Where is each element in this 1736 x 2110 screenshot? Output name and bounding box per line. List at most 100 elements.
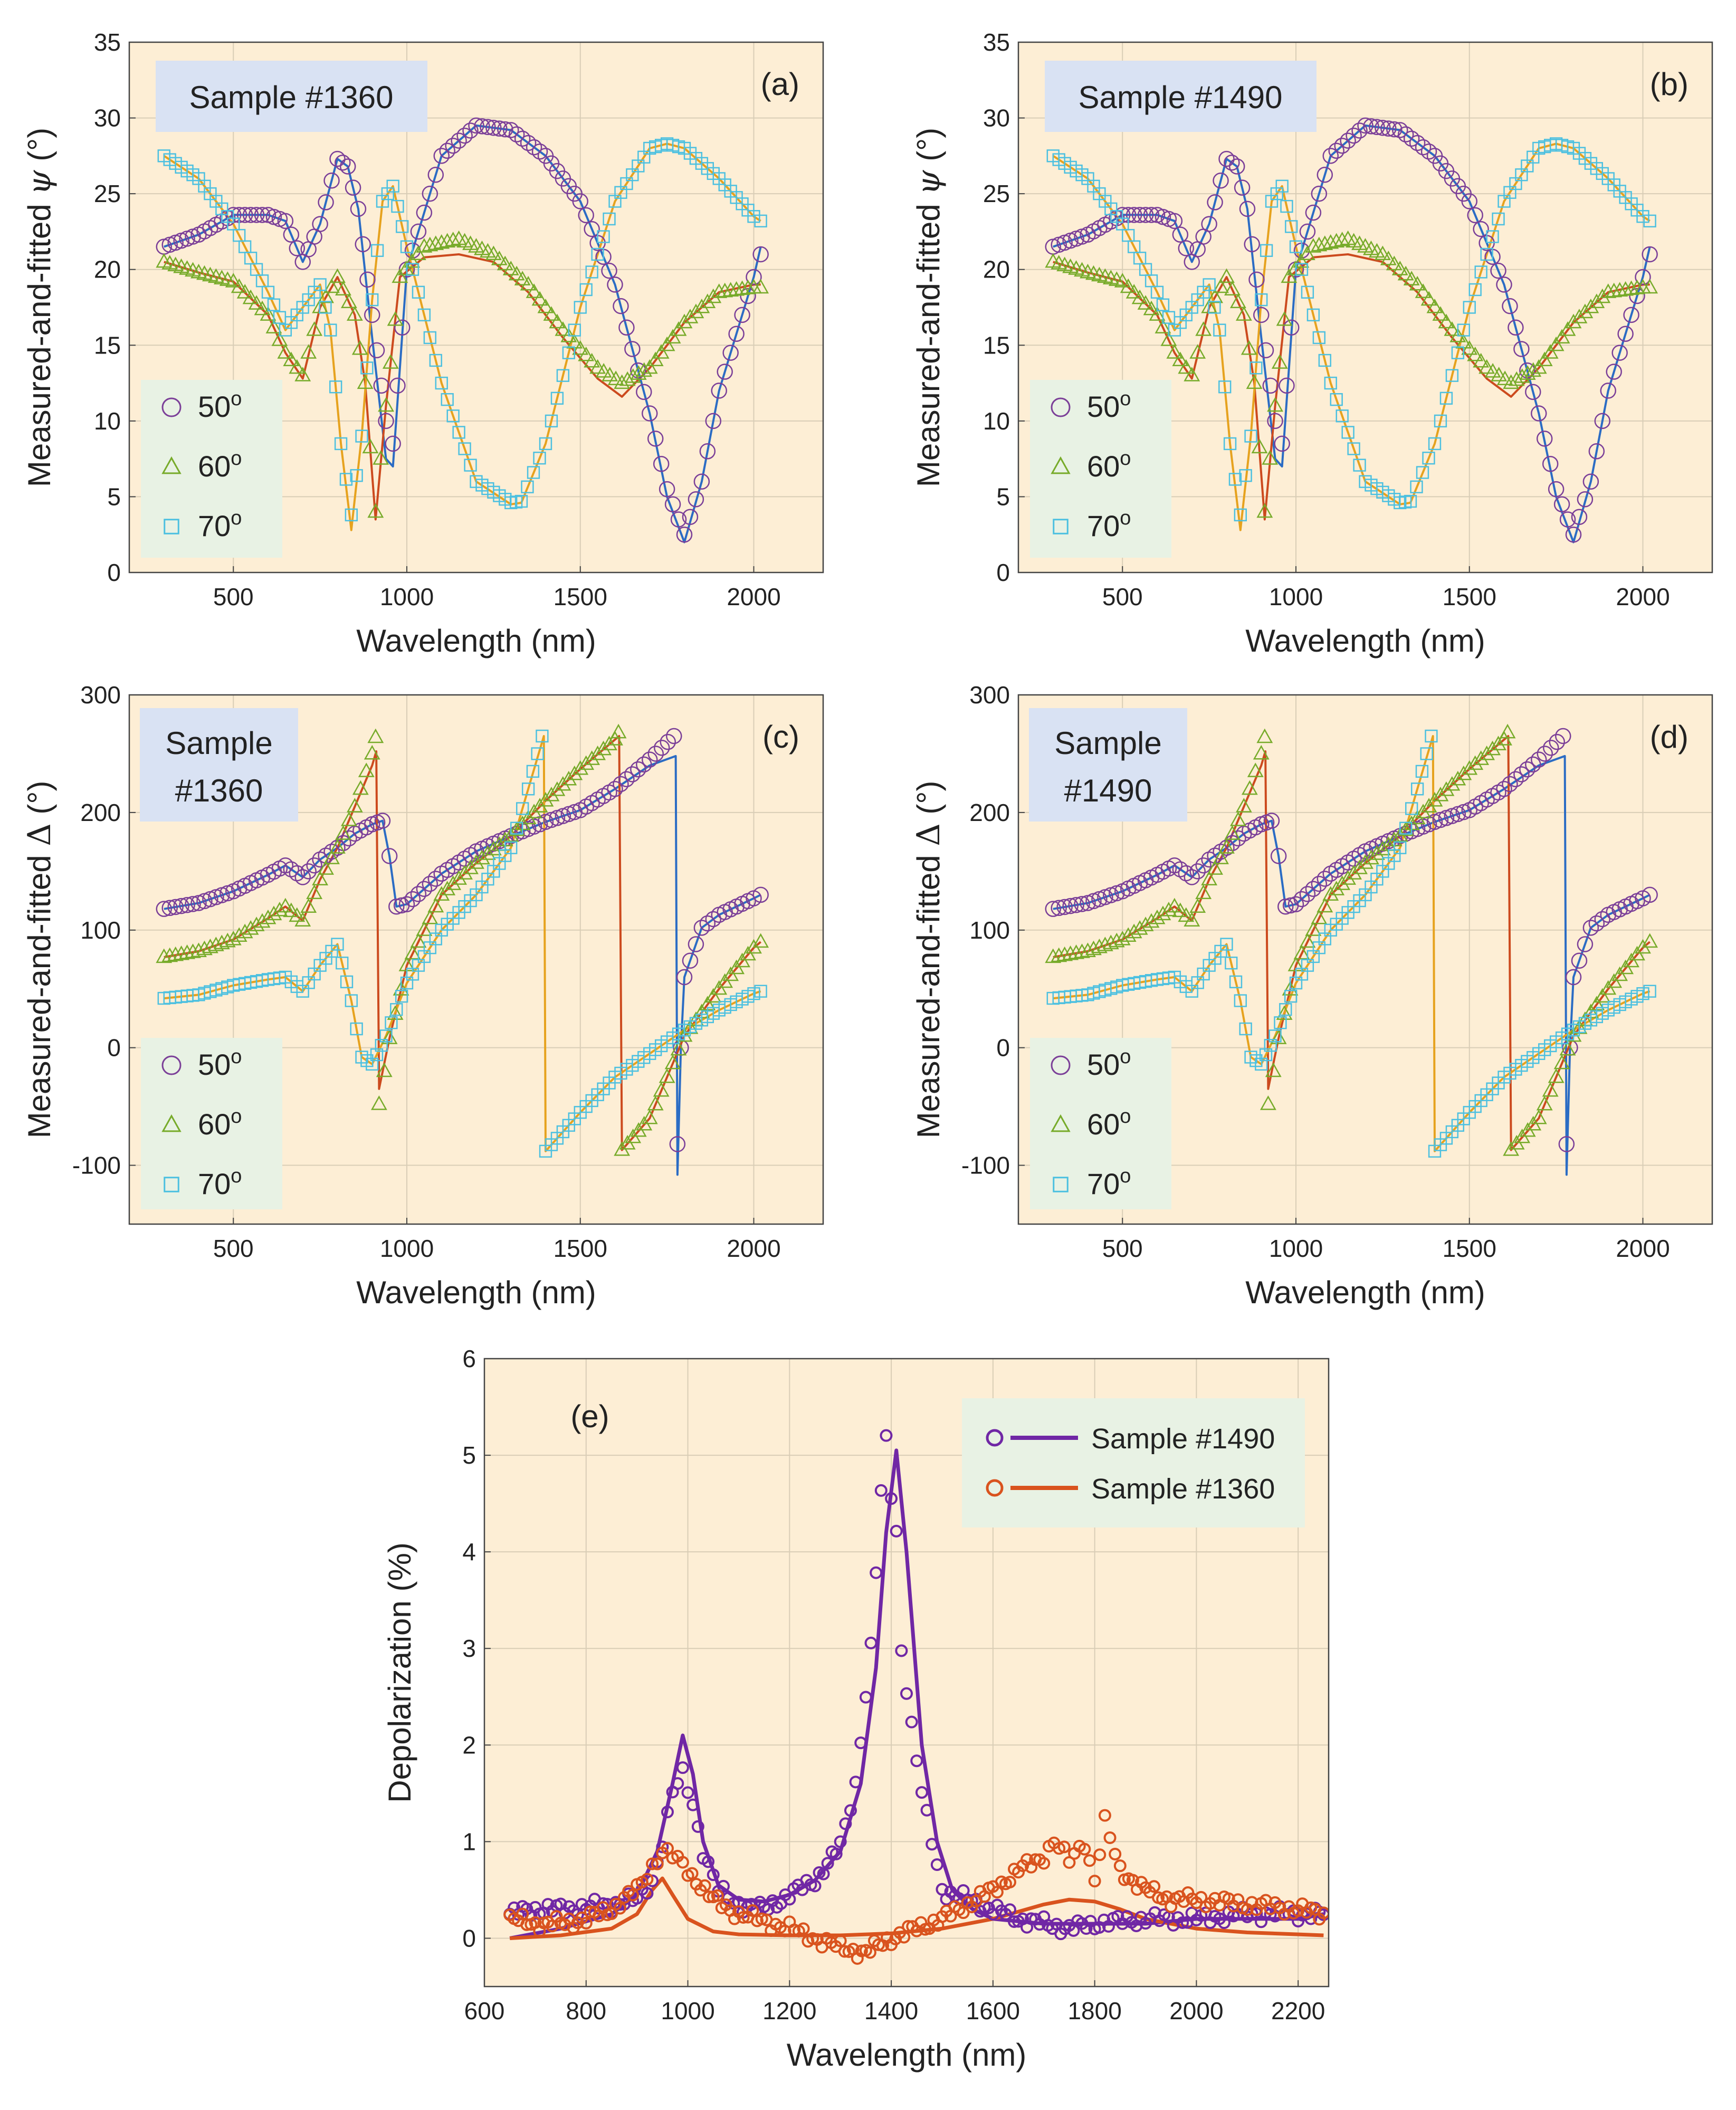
x-tick-label: 500 [1102, 1235, 1143, 1262]
data-point-3 [329, 380, 342, 394]
data-point-1 [283, 861, 300, 877]
data-point-1 [734, 307, 750, 323]
data-point-1 [699, 915, 716, 932]
data-point-2 [485, 245, 502, 261]
data-point-1 [1588, 443, 1605, 460]
data-point-1 [1311, 185, 1328, 202]
data-point-2 [1114, 931, 1131, 946]
data-point-3 [1234, 994, 1247, 1007]
sample-label-line-2: #1490 [1064, 773, 1152, 808]
data-point-1 [1617, 326, 1634, 342]
data-point-1 [1397, 126, 1414, 142]
data-point-3 [533, 452, 546, 465]
data-point-1 [664, 496, 681, 513]
x-tick-label: 1000 [380, 583, 434, 610]
data-point-2 [543, 787, 560, 801]
data-point-2 [746, 1904, 759, 1917]
data-point-1 [642, 751, 658, 768]
data-point-2 [1334, 232, 1351, 246]
data-point-1 [705, 911, 722, 928]
data-point-2 [185, 943, 201, 958]
data-point-2 [555, 321, 571, 336]
data-point-2 [376, 1062, 393, 1077]
x-tick-label: 2000 [1616, 583, 1670, 610]
sample-label-line-1: Sample [1054, 725, 1161, 761]
legend-label: 70o [1087, 1165, 1131, 1200]
data-point-2 [543, 306, 560, 321]
data-point-2 [1467, 755, 1484, 770]
legend-label: 50o [1087, 1046, 1131, 1081]
data-point-1 [526, 139, 542, 156]
x-tick-label: 2000 [727, 1235, 780, 1262]
data-point-1 [808, 1879, 822, 1893]
data-point-3 [1234, 508, 1247, 522]
data-point-2 [1051, 947, 1067, 962]
data-point-3 [1229, 975, 1243, 989]
data-point-2 [1062, 945, 1079, 960]
data-point-2 [537, 792, 554, 807]
sample-label: Sample #1360 [189, 80, 394, 115]
data-point-1 [1253, 307, 1270, 323]
data-point-2 [595, 362, 612, 378]
data-point-2 [1582, 298, 1599, 313]
data-point-1 [341, 830, 357, 847]
data-point-2 [1311, 236, 1328, 252]
data-point-1 [323, 173, 340, 189]
data-point-1 [1502, 776, 1518, 793]
legend-label-value: 50 [1087, 390, 1120, 423]
data-point-1 [1629, 288, 1645, 304]
data-point-2 [1629, 280, 1645, 294]
data-point-1 [1558, 1136, 1575, 1152]
data-point-1 [624, 341, 641, 357]
data-point-2 [1525, 362, 1542, 377]
legend-marker [161, 1055, 182, 1075]
data-point-2 [173, 945, 190, 960]
y-tick-label: 5 [462, 1441, 476, 1469]
data-point-1 [374, 813, 391, 829]
data-point-2 [381, 1029, 398, 1044]
y-tick-label: 100 [969, 916, 1010, 944]
data-point-2 [589, 359, 606, 374]
data-point-3 [1301, 285, 1314, 299]
data-point-2 [289, 907, 306, 922]
data-point-2 [1195, 884, 1212, 899]
y-tick-label: 15 [983, 331, 1010, 359]
legend-label-value: 60 [198, 450, 231, 483]
data-point-2 [607, 370, 624, 385]
data-point-2 [213, 934, 230, 950]
data-point-1 [905, 1715, 918, 1729]
data-point-3 [1280, 199, 1293, 213]
data-point-2 [1093, 1848, 1107, 1861]
data-point-1 [688, 491, 704, 508]
data-point-2 [610, 723, 627, 739]
x-axis-label: Wavelength (nm) [356, 1275, 596, 1310]
data-point-2 [705, 988, 722, 1003]
data-point-2 [294, 367, 311, 381]
legend-marker [1051, 1114, 1071, 1132]
data-point-3 [1220, 938, 1233, 951]
data-point-1 [439, 142, 455, 159]
sample-label-box [156, 61, 427, 132]
data-point-2 [572, 340, 589, 355]
legend-label-sup: o [1120, 1046, 1131, 1068]
data-point-3 [527, 466, 540, 479]
data-point-2 [242, 920, 259, 935]
data-point-3 [585, 265, 598, 279]
data-point-3 [526, 765, 540, 778]
panel-e: 600 800 1000 1200 1400 1600 1800 2000 2200 0 1 2 3 4 5… [382, 1345, 1330, 2073]
data-point-2 [1415, 283, 1432, 298]
y-tick-label: 30 [983, 104, 1010, 132]
data-point-1 [783, 1893, 796, 1906]
data-point-1 [1317, 871, 1333, 887]
data-point-2 [1449, 770, 1466, 786]
data-point-1 [1375, 119, 1391, 136]
x-axis-label: Wavelength (nm) [1245, 623, 1485, 658]
legend-marker [161, 1114, 182, 1132]
legend-item-2: 60o [161, 447, 242, 483]
data-point-3 [1410, 480, 1423, 493]
data-point-2 [1467, 346, 1484, 361]
data-point-2 [688, 303, 704, 319]
data-point-2 [1490, 736, 1506, 751]
data-point-2 [1155, 319, 1171, 333]
data-point-2 [1037, 1857, 1051, 1870]
